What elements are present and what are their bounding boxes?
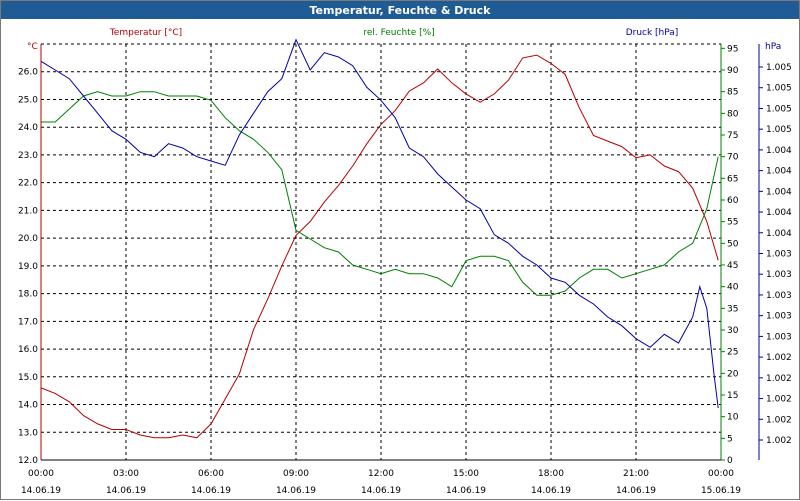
left-tick-label: 12.0 [18,456,38,466]
right-1-tick-label: 60 [727,196,739,206]
right-2-tick-label: 1.003 [766,250,792,260]
right-axis-2-unit: hPa [765,42,781,52]
left-tick-label: 21.0 [18,206,38,216]
x-tick-time: 21:00 [623,469,649,479]
right-2-tick-label: 1.005 [766,84,792,94]
right-1-tick-label: 25 [727,348,738,358]
right-2-tick-label: 1.004 [766,187,792,197]
right-2-tick-label: 1.003 [766,332,792,342]
right-1-tick-label: 15 [727,391,738,401]
right-axis-1-label: rel. Feuchte [%] [363,28,434,38]
x-tick-date: 14.06.19 [616,486,656,496]
right-2-tick-label: 1.002 [766,353,792,363]
left-axis-label: Temperatur [°C] [109,28,182,38]
x-tick-time: 00:00 [708,469,734,479]
humidity-line [41,91,719,296]
right-1-tick-label: 50 [727,239,739,249]
right-2-tick-label: 1.002 [766,374,792,384]
x-tick-time: 00:00 [28,469,54,479]
x-tick-date: 14.06.19 [446,486,486,496]
left-tick-label: 14.0 [18,401,38,411]
right-1-tick-label: 75 [727,131,738,141]
x-tick-date: 14.06.19 [531,486,571,496]
pressure-line [40,38,719,409]
right-2-tick-label: 1.005 [766,63,792,73]
right-2-tick-label: 1.002 [766,436,792,446]
grid-lines [41,44,721,460]
left-tick-label: 17.0 [18,317,38,327]
left-axis-unit: °C [27,42,38,52]
right-1-tick-label: 40 [727,283,739,293]
left-tick-label: 23.0 [18,151,38,161]
window-titlebar: Temperatur, Feuchte & Druck [1,1,799,19]
right-2-tick-label: 1.003 [766,291,792,301]
left-tick-label: 15.0 [18,373,38,383]
left-tick-label: 20.0 [18,234,38,244]
right-1-tick-label: 85 [727,88,738,98]
right-1-tick-label: 5 [727,434,733,444]
x-tick-date: 14.06.19 [106,486,146,496]
tick-labels: 00:00 14.06.19 03:00 14.06.19 06:00 14.06.19 0… [18,44,792,496]
series-lines [40,38,719,439]
left-tick-label: 22.0 [18,179,38,189]
right-1-tick-label: 45 [727,261,738,271]
left-tick-label: 25.0 [18,95,38,105]
left-tick-label: 16.0 [18,345,38,355]
temperature-line [40,54,719,439]
left-tick-label: 26.0 [18,68,38,78]
right-1-tick-label: 80 [727,109,739,119]
right-1-tick-label: 0 [727,456,733,466]
right-axis-2-label: Druck [hPa] [626,28,679,38]
right-2-tick-label: 1.003 [766,312,792,322]
x-tick-date: 15.06.19 [701,486,741,496]
right-1-tick-label: 90 [727,66,739,76]
left-tick-label: 19.0 [18,262,38,272]
right-1-tick-label: 35 [727,304,738,314]
x-tick-date: 14.06.19 [191,486,231,496]
right-2-tick-label: 1.002 [766,415,792,425]
right-1-tick-label: 10 [727,413,739,423]
right-2-tick-label: 1.004 [766,167,792,177]
right-2-tick-label: 1.004 [766,208,792,218]
right-1-tick-label: 65 [727,174,738,184]
right-2-tick-label: 1.004 [766,229,792,239]
x-tick-time: 09:00 [283,469,309,479]
right-2-tick-label: 1.002 [766,395,792,405]
x-tick-time: 03:00 [113,469,139,479]
right-1-tick-label: 30 [727,326,739,336]
left-tick-label: 13.0 [18,428,38,438]
left-tick-label: 24.0 [18,123,38,133]
left-tick-label: 18.0 [18,290,38,300]
right-1-tick-label: 95 [727,44,738,54]
right-1-tick-label: 55 [727,218,738,228]
x-tick-time: 06:00 [198,469,224,479]
x-tick-time: 12:00 [368,469,394,479]
window-title: Temperatur, Feuchte & Druck [309,3,491,17]
axes [40,43,763,461]
right-1-tick-label: 20 [727,369,739,379]
right-1-tick-label: 70 [727,153,739,163]
x-tick-time: 15:00 [453,469,479,479]
x-tick-time: 18:00 [538,469,564,479]
right-2-tick-label: 1.003 [766,270,792,280]
right-2-tick-label: 1.004 [766,146,792,156]
right-2-tick-label: 1.005 [766,104,792,114]
x-tick-date: 14.06.19 [276,486,316,496]
right-2-tick-label: 1.005 [766,125,792,135]
x-tick-date: 14.06.19 [21,486,61,496]
x-tick-date: 14.06.19 [361,486,401,496]
